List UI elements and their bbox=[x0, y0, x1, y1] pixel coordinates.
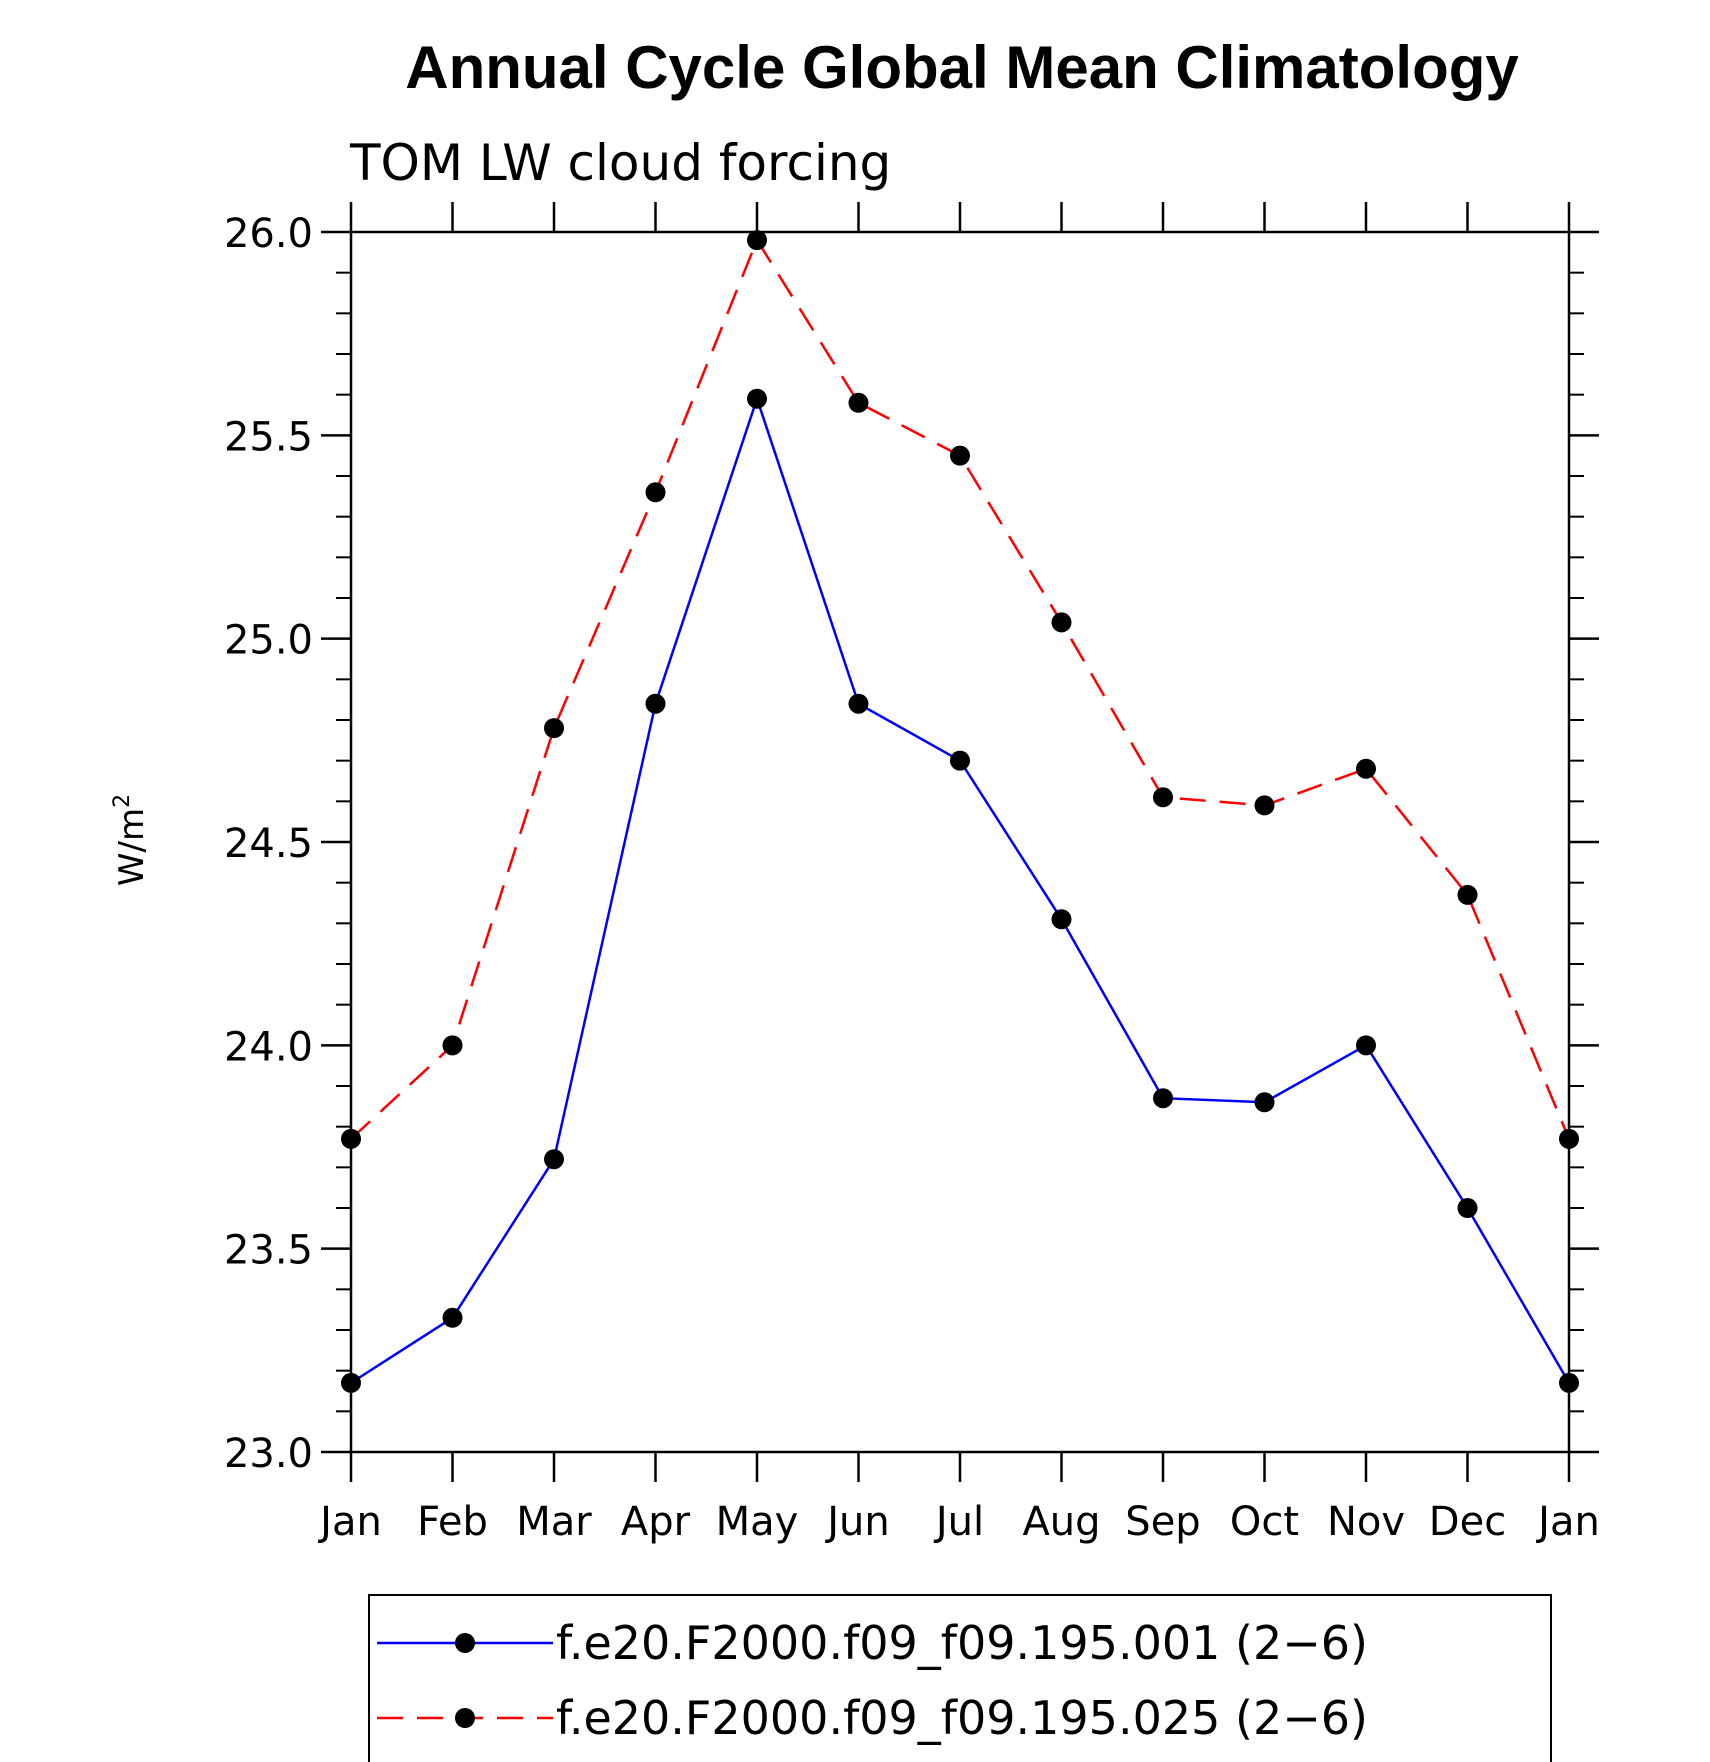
series-1-point bbox=[1051, 909, 1072, 930]
y-axis-label: W/m2 bbox=[110, 794, 152, 886]
y-tick-label: 23.0 bbox=[224, 1431, 313, 1477]
series-1-point bbox=[645, 693, 666, 714]
series-2-point bbox=[848, 392, 869, 413]
y-tick-label: 23.5 bbox=[224, 1228, 313, 1274]
x-tick-label: Dec bbox=[1429, 1499, 1506, 1545]
series-line-1 bbox=[350, 394, 1571, 1384]
plot-area bbox=[341, 230, 1579, 1393]
x-tick-label: Nov bbox=[1327, 1499, 1405, 1545]
x-tick-label: Jul bbox=[933, 1499, 984, 1545]
chart-title: Annual Cycle Global Mean Climatology bbox=[405, 34, 1519, 101]
y-tick-label: 25.0 bbox=[224, 618, 313, 664]
series-1-point bbox=[1356, 1035, 1376, 1056]
series-1-point bbox=[848, 693, 869, 714]
series-1-point bbox=[1457, 1198, 1478, 1218]
y-axis-label-text: W/m bbox=[112, 808, 152, 886]
series-2-point bbox=[442, 1035, 463, 1056]
series-2-point bbox=[1254, 795, 1275, 816]
x-tick-label: Oct bbox=[1230, 1499, 1299, 1545]
x-tick-label: Apr bbox=[621, 1499, 691, 1545]
series-line-2 bbox=[350, 237, 1571, 1140]
series-2-point bbox=[645, 482, 666, 503]
y-tick-label: 24.0 bbox=[224, 1024, 313, 1070]
series-2-point bbox=[747, 230, 767, 251]
y-tick-label: 25.5 bbox=[224, 414, 313, 460]
x-tick-label: Jan bbox=[1535, 1499, 1600, 1545]
x-tick-label: Jun bbox=[824, 1499, 890, 1545]
legend-box bbox=[368, 1594, 1552, 1762]
x-tick-label: Feb bbox=[417, 1499, 488, 1545]
chart-subtitle: TOM LW cloud forcing bbox=[349, 134, 891, 192]
series-1-point bbox=[442, 1307, 463, 1328]
series-1-point bbox=[1153, 1088, 1173, 1109]
x-tick-label: Jan bbox=[317, 1499, 382, 1545]
x-tick-label: May bbox=[716, 1499, 799, 1545]
x-tick-label: Aug bbox=[1022, 1499, 1100, 1545]
plot-frame bbox=[349, 230, 1571, 1454]
legend-marker-2 bbox=[455, 1708, 475, 1728]
series-1-point bbox=[544, 1149, 564, 1170]
legend-label-2: f.e20.F2000.f09_f09.195.025 (2−6) bbox=[556, 1691, 1368, 1745]
legend-marker-1 bbox=[455, 1633, 475, 1653]
legend: f.e20.F2000.f09_f09.195.001 (2−6) f.e20.F… bbox=[368, 1594, 1552, 1762]
y-tick-label: 26.0 bbox=[224, 211, 313, 257]
x-tick-label: Mar bbox=[516, 1499, 592, 1545]
y-tick-label: 24.5 bbox=[224, 821, 313, 867]
series-2-point bbox=[950, 445, 970, 466]
series-2-point bbox=[1356, 758, 1376, 779]
series-1-point bbox=[747, 388, 767, 409]
series-2-point bbox=[1051, 612, 1072, 633]
axes: Jan Feb Mar Apr May Jun Jul Aug Sep Oct Nov Dec Jan2… bbox=[224, 202, 1600, 1545]
series-2-point bbox=[1153, 787, 1173, 808]
y-axis-label-superscript: 2 bbox=[110, 794, 135, 808]
series-2-point bbox=[544, 718, 564, 739]
x-tick-label: Sep bbox=[1125, 1499, 1200, 1545]
series-1-point bbox=[950, 750, 970, 771]
series-2-point bbox=[1457, 884, 1478, 905]
legend-label-1: f.e20.F2000.f09_f09.195.001 (2−6) bbox=[556, 1616, 1368, 1670]
series-1-point bbox=[1254, 1092, 1275, 1113]
